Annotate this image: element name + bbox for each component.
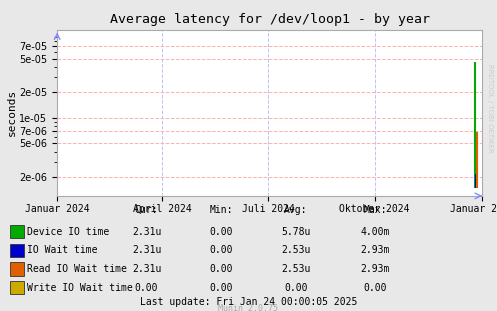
Title: Average latency for /dev/loop1 - by year: Average latency for /dev/loop1 - by year	[110, 13, 429, 26]
Text: 0.00: 0.00	[209, 245, 233, 255]
Text: 2.31u: 2.31u	[132, 245, 162, 255]
Text: RRDTOOL / TOBI OETIKER: RRDTOOL / TOBI OETIKER	[487, 64, 493, 153]
Text: Read IO Wait time: Read IO Wait time	[27, 264, 127, 274]
Text: 4.00m: 4.00m	[360, 227, 390, 237]
Text: 0.00: 0.00	[363, 283, 387, 293]
Text: 2.53u: 2.53u	[281, 245, 311, 255]
Text: Last update: Fri Jan 24 00:00:05 2025: Last update: Fri Jan 24 00:00:05 2025	[140, 297, 357, 307]
Text: 0.00: 0.00	[209, 283, 233, 293]
Text: Max:: Max:	[363, 205, 387, 215]
Text: 0.00: 0.00	[209, 264, 233, 274]
Text: 2.31u: 2.31u	[132, 264, 162, 274]
Y-axis label: seconds: seconds	[6, 89, 16, 136]
Text: 0.00: 0.00	[209, 227, 233, 237]
Text: 2.31u: 2.31u	[132, 227, 162, 237]
Text: 2.93m: 2.93m	[360, 245, 390, 255]
Text: Min:: Min:	[209, 205, 233, 215]
Text: Cur:: Cur:	[135, 205, 159, 215]
Text: Avg:: Avg:	[284, 205, 308, 215]
Text: Write IO Wait time: Write IO Wait time	[27, 283, 133, 293]
Text: 0.00: 0.00	[284, 283, 308, 293]
Text: Munin 2.0.75: Munin 2.0.75	[219, 304, 278, 311]
Text: Device IO time: Device IO time	[27, 227, 109, 237]
Text: 0.00: 0.00	[135, 283, 159, 293]
Text: IO Wait time: IO Wait time	[27, 245, 98, 255]
Text: 5.78u: 5.78u	[281, 227, 311, 237]
Text: 2.53u: 2.53u	[281, 264, 311, 274]
Text: 2.93m: 2.93m	[360, 264, 390, 274]
